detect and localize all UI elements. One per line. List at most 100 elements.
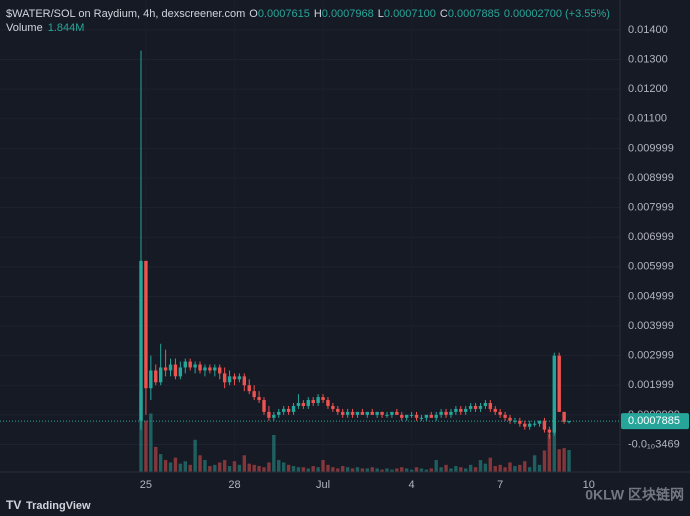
candle-body bbox=[183, 361, 187, 368]
volume-bar bbox=[331, 467, 335, 472]
last-price-label: 0.0007885 bbox=[628, 415, 680, 427]
candle-body bbox=[449, 411, 453, 415]
volume-bar bbox=[498, 464, 502, 472]
volume-bar bbox=[454, 466, 458, 472]
y-tick-label: 0.009999 bbox=[628, 142, 674, 154]
c-value: 0.0007885 bbox=[448, 8, 500, 20]
y-tick-label: 0.003999 bbox=[628, 320, 674, 332]
x-tick-label: 28 bbox=[228, 479, 240, 491]
candle-body bbox=[163, 367, 168, 371]
candle-body bbox=[168, 364, 173, 371]
candle-body bbox=[439, 411, 443, 415]
volume-bar bbox=[267, 462, 271, 472]
candle-body bbox=[321, 397, 325, 401]
volume-bar bbox=[434, 460, 438, 472]
candle-body bbox=[272, 414, 276, 418]
volume-bar bbox=[232, 461, 237, 472]
symbol: $WATER/SOL on Raydium, 4h, dexscreener.c… bbox=[6, 8, 245, 20]
candle-body bbox=[188, 361, 192, 368]
volume-bar bbox=[277, 460, 281, 472]
candle-body bbox=[173, 364, 178, 377]
candle-body bbox=[158, 367, 163, 383]
candle-body bbox=[488, 403, 493, 409]
volume-bar bbox=[409, 469, 414, 472]
candle-body bbox=[444, 411, 448, 415]
candle-body bbox=[478, 405, 483, 409]
candle-body bbox=[331, 405, 335, 409]
volume-bar bbox=[518, 464, 522, 472]
candle-body bbox=[326, 400, 330, 406]
candle-body bbox=[242, 376, 247, 386]
volume-bar bbox=[158, 454, 163, 472]
volume-bar bbox=[513, 466, 517, 472]
volume-bar bbox=[163, 460, 168, 472]
volume-bar bbox=[542, 450, 547, 472]
candle-body bbox=[336, 408, 340, 412]
l-value: 0.0007100 bbox=[384, 8, 436, 20]
candle-body bbox=[350, 411, 355, 415]
brand[interactable]: TradingView bbox=[26, 500, 91, 512]
volume-bar bbox=[336, 468, 340, 472]
volume-bar bbox=[272, 434, 276, 472]
x-tick-label: 10 bbox=[583, 479, 595, 491]
volume-bar bbox=[252, 464, 256, 472]
candle-body bbox=[429, 414, 433, 418]
candle-body bbox=[306, 400, 310, 406]
volume-bar bbox=[483, 463, 488, 472]
candle-body bbox=[400, 414, 404, 418]
volume-bar bbox=[247, 463, 251, 472]
candle-body bbox=[296, 403, 301, 406]
candle-body bbox=[232, 376, 237, 380]
volume-bar bbox=[473, 467, 478, 472]
volume-bar bbox=[257, 466, 261, 472]
candle-body bbox=[547, 429, 552, 433]
volume-bar bbox=[168, 462, 173, 472]
candle-body bbox=[149, 370, 153, 389]
volume-bar bbox=[527, 467, 532, 472]
volume-bar bbox=[439, 467, 443, 472]
grid bbox=[0, 29, 620, 445]
y-tick-label: 0.006999 bbox=[628, 231, 674, 243]
volume-bar bbox=[400, 467, 404, 472]
brand-logo: TV bbox=[6, 498, 21, 512]
candle-body bbox=[567, 421, 571, 423]
volume-bar bbox=[183, 461, 187, 472]
volume-bar bbox=[193, 439, 197, 472]
candle-body bbox=[503, 414, 507, 418]
volume-bar bbox=[419, 468, 424, 472]
volume-bar bbox=[365, 468, 370, 472]
volume-bar bbox=[508, 462, 512, 472]
candle-body bbox=[562, 411, 566, 422]
candle-body bbox=[316, 397, 320, 404]
candle-body bbox=[542, 420, 547, 430]
candle-body bbox=[257, 397, 261, 401]
candle-body bbox=[537, 420, 542, 424]
o-value: 0.0007615 bbox=[258, 8, 310, 20]
y-tick-label: 0.01300 bbox=[628, 53, 668, 65]
volume-bar bbox=[213, 464, 217, 472]
y-tick-label: 0.01400 bbox=[628, 24, 668, 36]
candle-body bbox=[277, 411, 281, 415]
volume-bar bbox=[532, 455, 537, 472]
candle-body bbox=[434, 414, 438, 418]
volume-bar bbox=[301, 467, 306, 472]
volume-bar bbox=[316, 467, 320, 472]
candle-body bbox=[468, 405, 473, 409]
candle-body bbox=[395, 411, 399, 415]
last-price-box bbox=[621, 413, 689, 430]
y-tick-label: 0.01200 bbox=[628, 83, 668, 95]
candle-body bbox=[213, 367, 217, 371]
volume-bar bbox=[281, 462, 286, 472]
volume-bar bbox=[345, 467, 350, 472]
volume-bar bbox=[311, 466, 315, 472]
candle-body bbox=[557, 355, 561, 412]
volume-bar bbox=[188, 464, 192, 472]
candle-body bbox=[493, 408, 497, 412]
y-tick-label: -0.0₁₀3469 bbox=[628, 438, 680, 450]
volume-bar bbox=[242, 455, 247, 472]
candle-body bbox=[227, 376, 232, 383]
x-tick-label: Jul bbox=[316, 479, 330, 491]
candle-body bbox=[355, 411, 360, 415]
y-tick-label: 0.001999 bbox=[628, 379, 674, 391]
x-tick-label: 7 bbox=[497, 479, 503, 491]
